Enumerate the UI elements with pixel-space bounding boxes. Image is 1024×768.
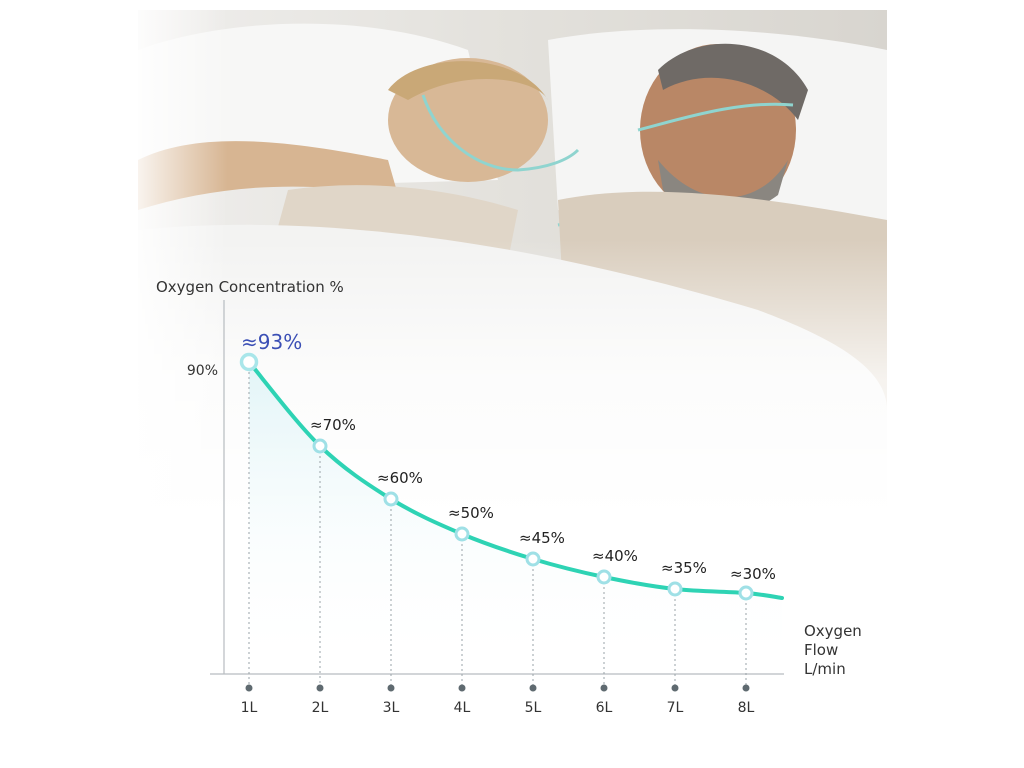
- data-point: [738, 585, 754, 601]
- data-label: ≈35%: [661, 559, 707, 577]
- x-tick-dot: [245, 684, 253, 692]
- y-axis-title: Oxygen Concentration %: [156, 278, 344, 296]
- x-tick-label: 6L: [596, 700, 613, 716]
- x-tick-label: 1L: [241, 700, 258, 716]
- data-point: [239, 352, 259, 372]
- x-tick-dot: [458, 684, 466, 692]
- x-tick-label: 8L: [738, 700, 755, 716]
- x-tick-label: 7L: [667, 700, 684, 716]
- x-axis-title-line-3: L/min: [804, 660, 846, 678]
- data-label: ≈60%: [377, 469, 423, 487]
- data-point: [525, 551, 541, 567]
- data-label: ≈50%: [448, 504, 494, 522]
- data-point: [667, 581, 683, 597]
- x-tick-dot: [316, 684, 324, 692]
- data-label: ≈45%: [519, 529, 565, 547]
- y-tick-label: 90%: [187, 363, 218, 379]
- data-point: [383, 491, 399, 507]
- data-label: ≈30%: [730, 565, 776, 583]
- data-point: [596, 569, 612, 585]
- area-under-curve: [249, 362, 782, 672]
- data-point: [312, 438, 328, 454]
- x-axis-title: Oxygen Flow L/min: [804, 622, 867, 678]
- x-tick-label: 3L: [383, 700, 400, 716]
- x-tick-label: 4L: [454, 700, 471, 716]
- data-point: [454, 526, 470, 542]
- x-tick-label: 5L: [525, 700, 542, 716]
- x-tick-dot: [387, 684, 395, 692]
- data-label: ≈40%: [592, 547, 638, 565]
- x-tick-dot: [671, 684, 679, 692]
- x-tick-dot: [529, 684, 537, 692]
- x-axis-title-line-1: Oxygen: [804, 622, 862, 640]
- x-axis-title-line-2: Flow: [804, 641, 838, 659]
- oxygen-concentration-line: [247, 360, 784, 600]
- x-tick-label: 2L: [312, 700, 329, 716]
- x-tick-dot: [600, 684, 608, 692]
- data-label: ≈93%: [241, 330, 302, 354]
- data-label: ≈70%: [310, 416, 356, 434]
- x-tick-dot: [742, 684, 750, 692]
